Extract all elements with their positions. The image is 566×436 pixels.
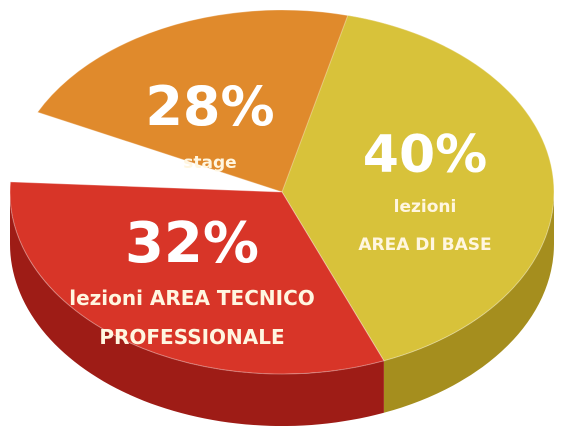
pie-side-3 xyxy=(10,192,384,426)
pie-slice-1-label-line-1: stage xyxy=(183,153,236,173)
pie-slice-3-percent: 32% xyxy=(125,211,259,276)
pie-slice-2-label-line-2: AREA DI BASE xyxy=(358,235,491,255)
pie-slice-3 xyxy=(9,181,385,375)
pie-slice-3-label-line-2: PROFESSIONALE xyxy=(99,325,284,349)
pie-slice-2 xyxy=(281,14,555,362)
pie-side-2 xyxy=(383,192,554,413)
pie-slice-3-label-line-1: lezioni AREA TECNICO xyxy=(69,286,315,310)
pie-labels: 28% stage 40% lezioni AREA DI BASE 32% lezioni… xyxy=(69,75,491,349)
pie-sides xyxy=(10,192,554,426)
pie-slice-1-percent: 28% xyxy=(145,75,274,138)
pie-slices xyxy=(9,9,555,375)
pie-slice-2-label-line-1: lezioni xyxy=(394,197,457,217)
pie-slice-2-percent: 40% xyxy=(363,125,487,185)
